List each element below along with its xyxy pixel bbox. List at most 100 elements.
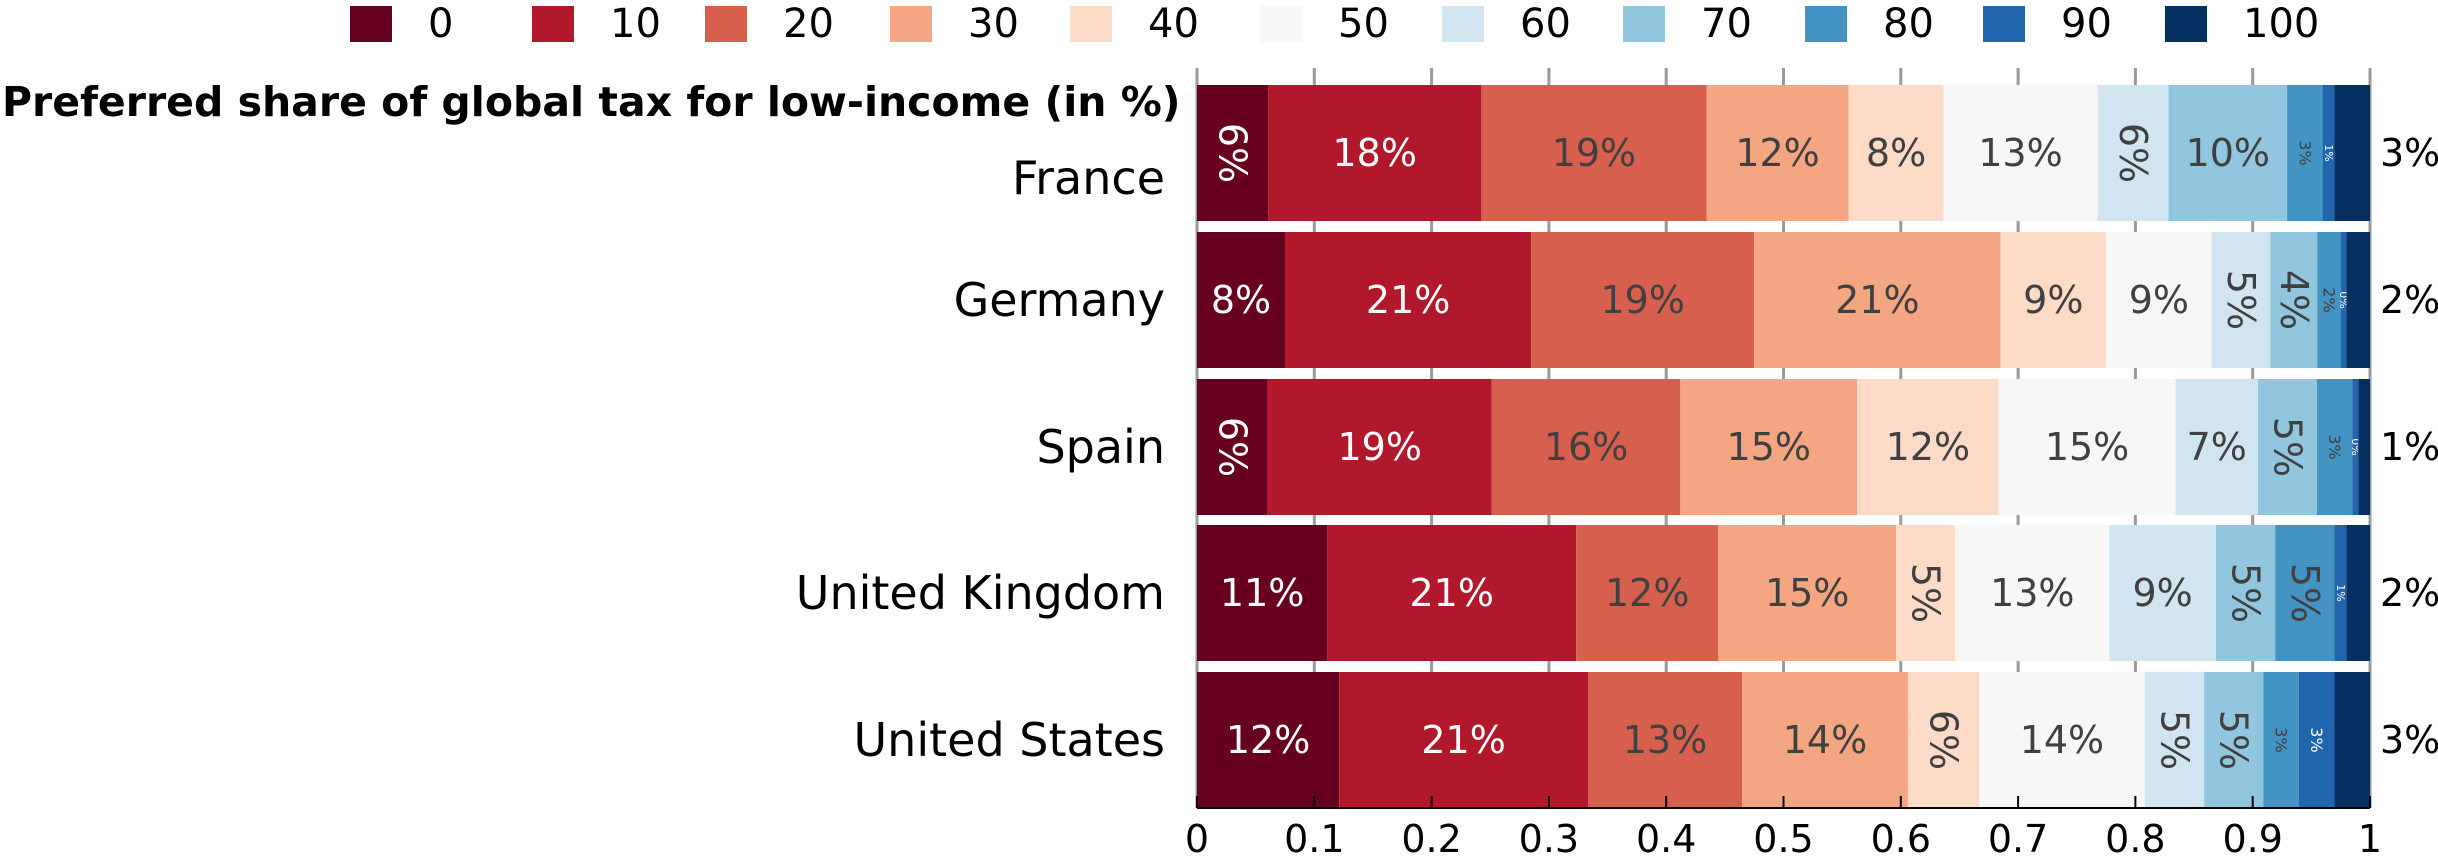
bar-segment [1197,672,1340,808]
end-data-label: 2% [2380,571,2438,615]
legend-label: 80 [1883,1,1934,47]
bar-data-label: 15% [2045,425,2129,469]
bar-segment [2215,525,2276,661]
x-axis: 0 0.1 0.2 0.3 0.4 0.5 0.6 0.7 0.8 0.9 1 [1185,796,2382,861]
bar-segment [1907,672,1979,808]
bar-segment [2263,672,2299,808]
bars: 6% 18% 19% 12% 8% 13% 6% 10% 3% 1% 8% 21% 19% 21% 9% 9%… [1197,85,2370,808]
end-data-label: 2% [2380,278,2438,322]
bar-segment [2144,672,2205,808]
bar-data-label: 12% [1735,131,1819,175]
bar-segment [2175,379,2259,515]
bar-data-label: 18% [1332,131,1416,175]
bar-segment [2000,232,2107,368]
bar-data-label: 12% [1886,425,1970,469]
bar-segment [1998,379,2176,515]
bar-data-label: 3% [2295,140,2314,165]
bar-segment [1197,232,1285,368]
category-labels: France Germany Spain United Kingdom United S… [796,151,1165,767]
bar-segment [1197,525,1328,661]
bar-segment [2334,85,2370,221]
chart-title: Preferred share of global tax for low-in… [2,78,1181,126]
bar-data-label: 9% [2133,571,2193,615]
bar-segment [1576,525,1719,661]
bar-segment [2270,232,2318,368]
legend-label: 40 [1148,1,1199,47]
bar-segment [2346,525,2370,661]
category-label: United Kingdom [796,566,1165,620]
bar-segment [2106,232,2212,368]
bar-segment [2109,525,2216,661]
bar-segment [1848,85,1944,221]
legend-swatch [1805,6,1847,42]
bar-data-label: 8% [1211,278,1271,322]
bar-data-label: 1% [2334,584,2347,601]
bar-segment [1718,525,1897,661]
bar-segment [1943,85,2098,221]
x-tick-label: 0.3 [1519,817,1579,861]
bar-segment [2097,85,2169,221]
bar-data-label: 3% [2272,727,2291,752]
legend-swatch [890,6,932,42]
bar-segment [2334,672,2370,808]
bar-data-label: 6% [1211,123,1255,183]
bar-data-label: 21% [1835,278,1919,322]
bar-data-label: 19% [1601,278,1685,322]
bar-segment [1197,85,1269,221]
bar-segment [1267,379,1492,515]
bar-data-label: 15% [1727,425,1811,469]
bar-segment [2322,85,2335,221]
x-tick-label: 0.1 [1284,817,1344,861]
legend-swatch [350,6,392,42]
category-label: Germany [954,273,1165,327]
x-tick-label: 0.6 [1871,817,1931,861]
bar-segment [1197,379,1268,515]
x-tick-label: 0 [1185,817,1209,861]
bar-data-label: 21% [1366,278,1450,322]
end-data-label: 1% [2380,425,2438,469]
x-tick-label: 1 [2358,817,2382,861]
bar-segment [2340,232,2347,368]
legend-label: 0 [428,1,453,47]
bar-data-label: 11% [1220,571,1304,615]
bar-segment [2211,232,2271,368]
bar-segment [2334,525,2347,661]
bar-segment [1481,85,1707,221]
bar-data-label: 5% [2153,710,2197,770]
bar-segment [1754,232,2001,368]
bar-segment [2258,379,2317,515]
bar-segment [2168,85,2288,221]
bar-segment [1268,85,1482,221]
bar-segment [2298,672,2335,808]
bar-segment [1896,525,1956,661]
bar-data-label: 19% [1552,131,1636,175]
x-tick-label: 0.5 [1753,817,1813,861]
bar-data-label: 6% [1921,710,1965,770]
bar-segment [1327,525,1577,661]
bar-segment [1857,379,1999,515]
bar-data-label: 21% [1421,718,1505,762]
legend-swatch [1260,6,1302,42]
bar-data-label: 5% [1904,563,1948,623]
bar-data-label: 6% [2111,123,2155,183]
x-tick-label: 0.8 [2105,817,2165,861]
bar-segment [1680,379,1858,515]
end-data-label: 3% [2380,131,2438,175]
legend-label: 30 [968,1,1019,47]
bar-segment [2358,379,2370,515]
bar-segment [2346,232,2370,368]
bar-segment [2352,379,2359,515]
legend-swatch [1070,6,1112,42]
legend-swatch [2165,6,2207,42]
bar-segment [2317,232,2341,368]
bar-data-label: 19% [1337,425,1421,469]
bar-data-label: 12% [1605,571,1689,615]
bar-segment [1284,232,1532,368]
bar-segment [2275,525,2335,661]
bar-data-label: 4% [2272,270,2316,330]
bar-segment [1491,379,1681,515]
legend-swatch [705,6,747,42]
bar-data-label: 8% [1866,131,1926,175]
bar-data-label: 13% [1623,718,1707,762]
